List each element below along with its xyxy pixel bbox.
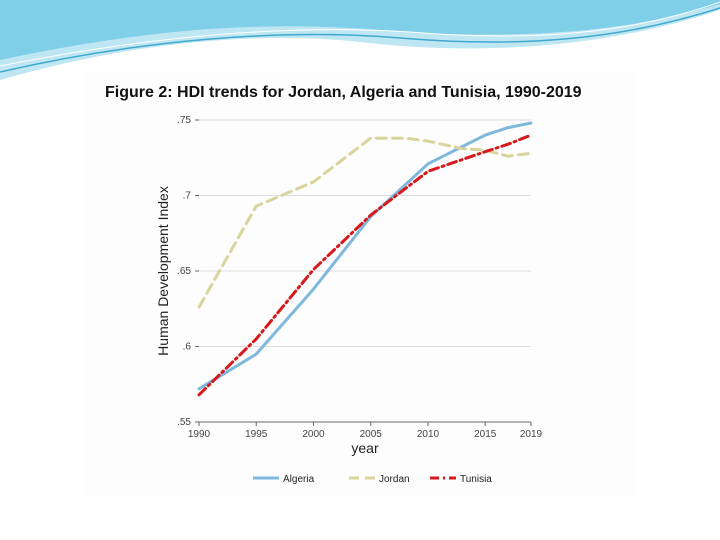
x-tick-label: 1995 bbox=[245, 429, 268, 440]
series-line-tunisia bbox=[197, 133, 533, 397]
legend-label-algeria: Algeria bbox=[283, 474, 315, 485]
x-tick-label: 2000 bbox=[302, 429, 325, 440]
axis-layer: .55 .6 .65 .7 .75 1990 1995 2000 2005 2010 2015 201… bbox=[177, 115, 542, 440]
x-tick-label: 2005 bbox=[360, 429, 383, 440]
series-layer bbox=[197, 121, 533, 397]
x-axis-title: year bbox=[351, 440, 379, 456]
chart-title: Figure 2: HDI trends for Jordan, Algeria… bbox=[105, 84, 582, 101]
y-tick-label: .75 bbox=[177, 115, 191, 126]
y-tick-label: .7 bbox=[183, 191, 192, 202]
series-line-jordan bbox=[197, 136, 533, 309]
legend-label-jordan: Jordan bbox=[379, 474, 410, 485]
x-tick-label: 1990 bbox=[188, 429, 211, 440]
series-line-algeria bbox=[197, 121, 533, 391]
x-tick-label: 2019 bbox=[520, 429, 543, 440]
y-tick-label: .65 bbox=[177, 266, 191, 277]
x-tick-label: 2010 bbox=[417, 429, 440, 440]
wave-line bbox=[0, 1, 720, 67]
wave-banner-decoration bbox=[0, 0, 720, 80]
wave-line bbox=[0, 7, 720, 73]
x-tick-label: 2015 bbox=[474, 429, 497, 440]
y-tick-label: .55 bbox=[177, 417, 191, 428]
grid-layer bbox=[199, 119, 531, 423]
legend-label-tunisia: Tunisia bbox=[460, 474, 492, 485]
legend: Algeria Jordan Tunisia bbox=[253, 474, 492, 485]
y-tick-label: .6 bbox=[183, 342, 192, 353]
figure-panel bbox=[84, 72, 636, 496]
wave-band-front bbox=[0, 0, 720, 60]
y-axis-title: Human Development Index bbox=[155, 186, 171, 356]
